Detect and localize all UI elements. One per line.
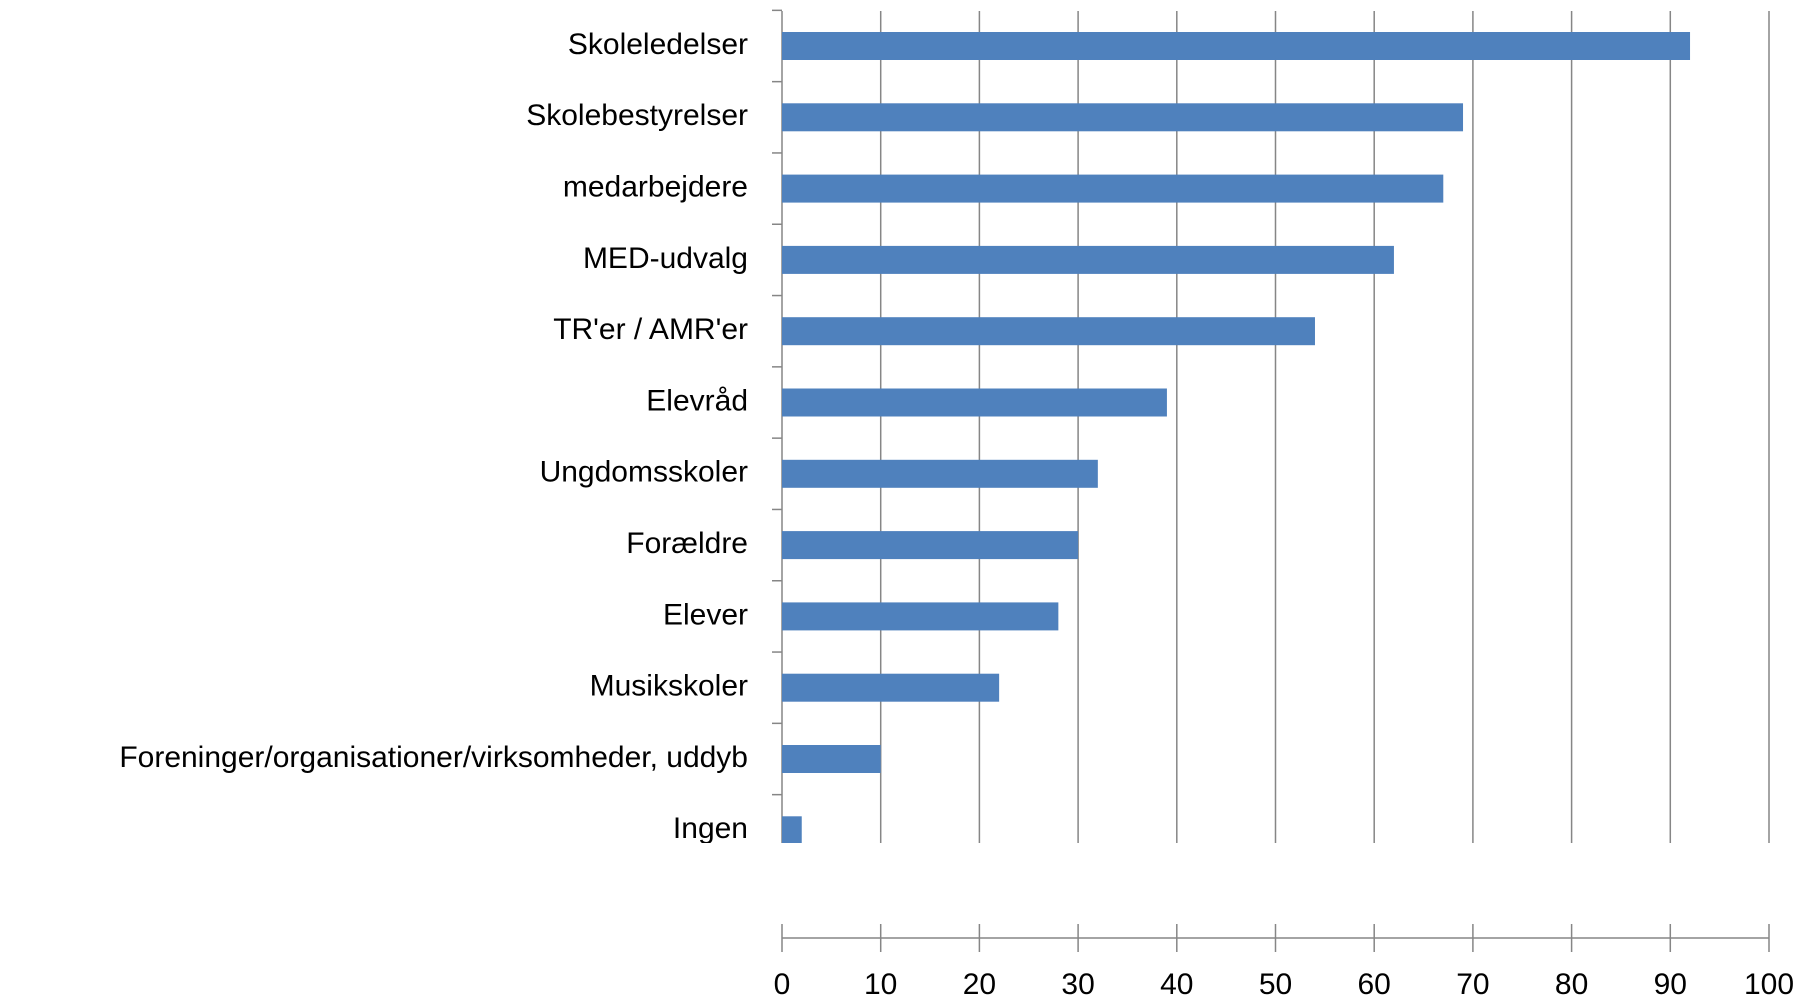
bar bbox=[782, 816, 802, 843]
x-tick-label: 70 bbox=[1456, 968, 1489, 1001]
bar bbox=[782, 32, 1691, 60]
x-tick-label: 80 bbox=[1555, 968, 1588, 1001]
bar bbox=[782, 745, 881, 773]
y-tick-label: Elever bbox=[663, 598, 748, 631]
x-tick-label: 90 bbox=[1654, 968, 1687, 1001]
y-tick-label: Foreninger/organisationer/virksomheder, … bbox=[119, 741, 748, 774]
x-tick-label: 40 bbox=[1160, 968, 1193, 1001]
x-tick-label: 30 bbox=[1061, 968, 1094, 1001]
y-tick-label: Musikskoler bbox=[590, 670, 748, 703]
y-tick-label: TR'er / AMR'er bbox=[553, 313, 748, 346]
bar bbox=[782, 602, 1059, 631]
y-tick-label: Elevråd bbox=[646, 384, 748, 417]
bar bbox=[782, 531, 1079, 560]
x-tick-label: 100 bbox=[1744, 968, 1794, 1001]
y-tick-label: Ungdomsskoler bbox=[540, 456, 748, 489]
x-tick-label: 0 bbox=[774, 968, 791, 1001]
bar bbox=[782, 388, 1167, 417]
bar bbox=[782, 317, 1315, 346]
y-tick-label: medarbejdere bbox=[563, 171, 748, 204]
bar bbox=[782, 174, 1444, 203]
y-tick-label: Forældre bbox=[626, 527, 748, 560]
y-tick-label: MED-udvalg bbox=[583, 242, 748, 275]
x-tick-label: 20 bbox=[963, 968, 996, 1001]
plot-area: Skoleledelser Skolebestyrelser medarbejder… bbox=[119, 9, 1770, 845]
y-tick-label: Skoleledelser bbox=[568, 28, 748, 61]
x-tick-label: 50 bbox=[1259, 968, 1292, 1001]
bar bbox=[782, 245, 1394, 274]
x-tick-label: 60 bbox=[1358, 968, 1391, 1001]
bar bbox=[782, 459, 1098, 488]
x-tick-label: 10 bbox=[864, 968, 897, 1001]
y-tick-label: Skolebestyrelser bbox=[526, 99, 748, 132]
y-tick-label: Ingen bbox=[673, 812, 748, 845]
bar bbox=[782, 103, 1464, 132]
bar bbox=[782, 673, 1000, 702]
